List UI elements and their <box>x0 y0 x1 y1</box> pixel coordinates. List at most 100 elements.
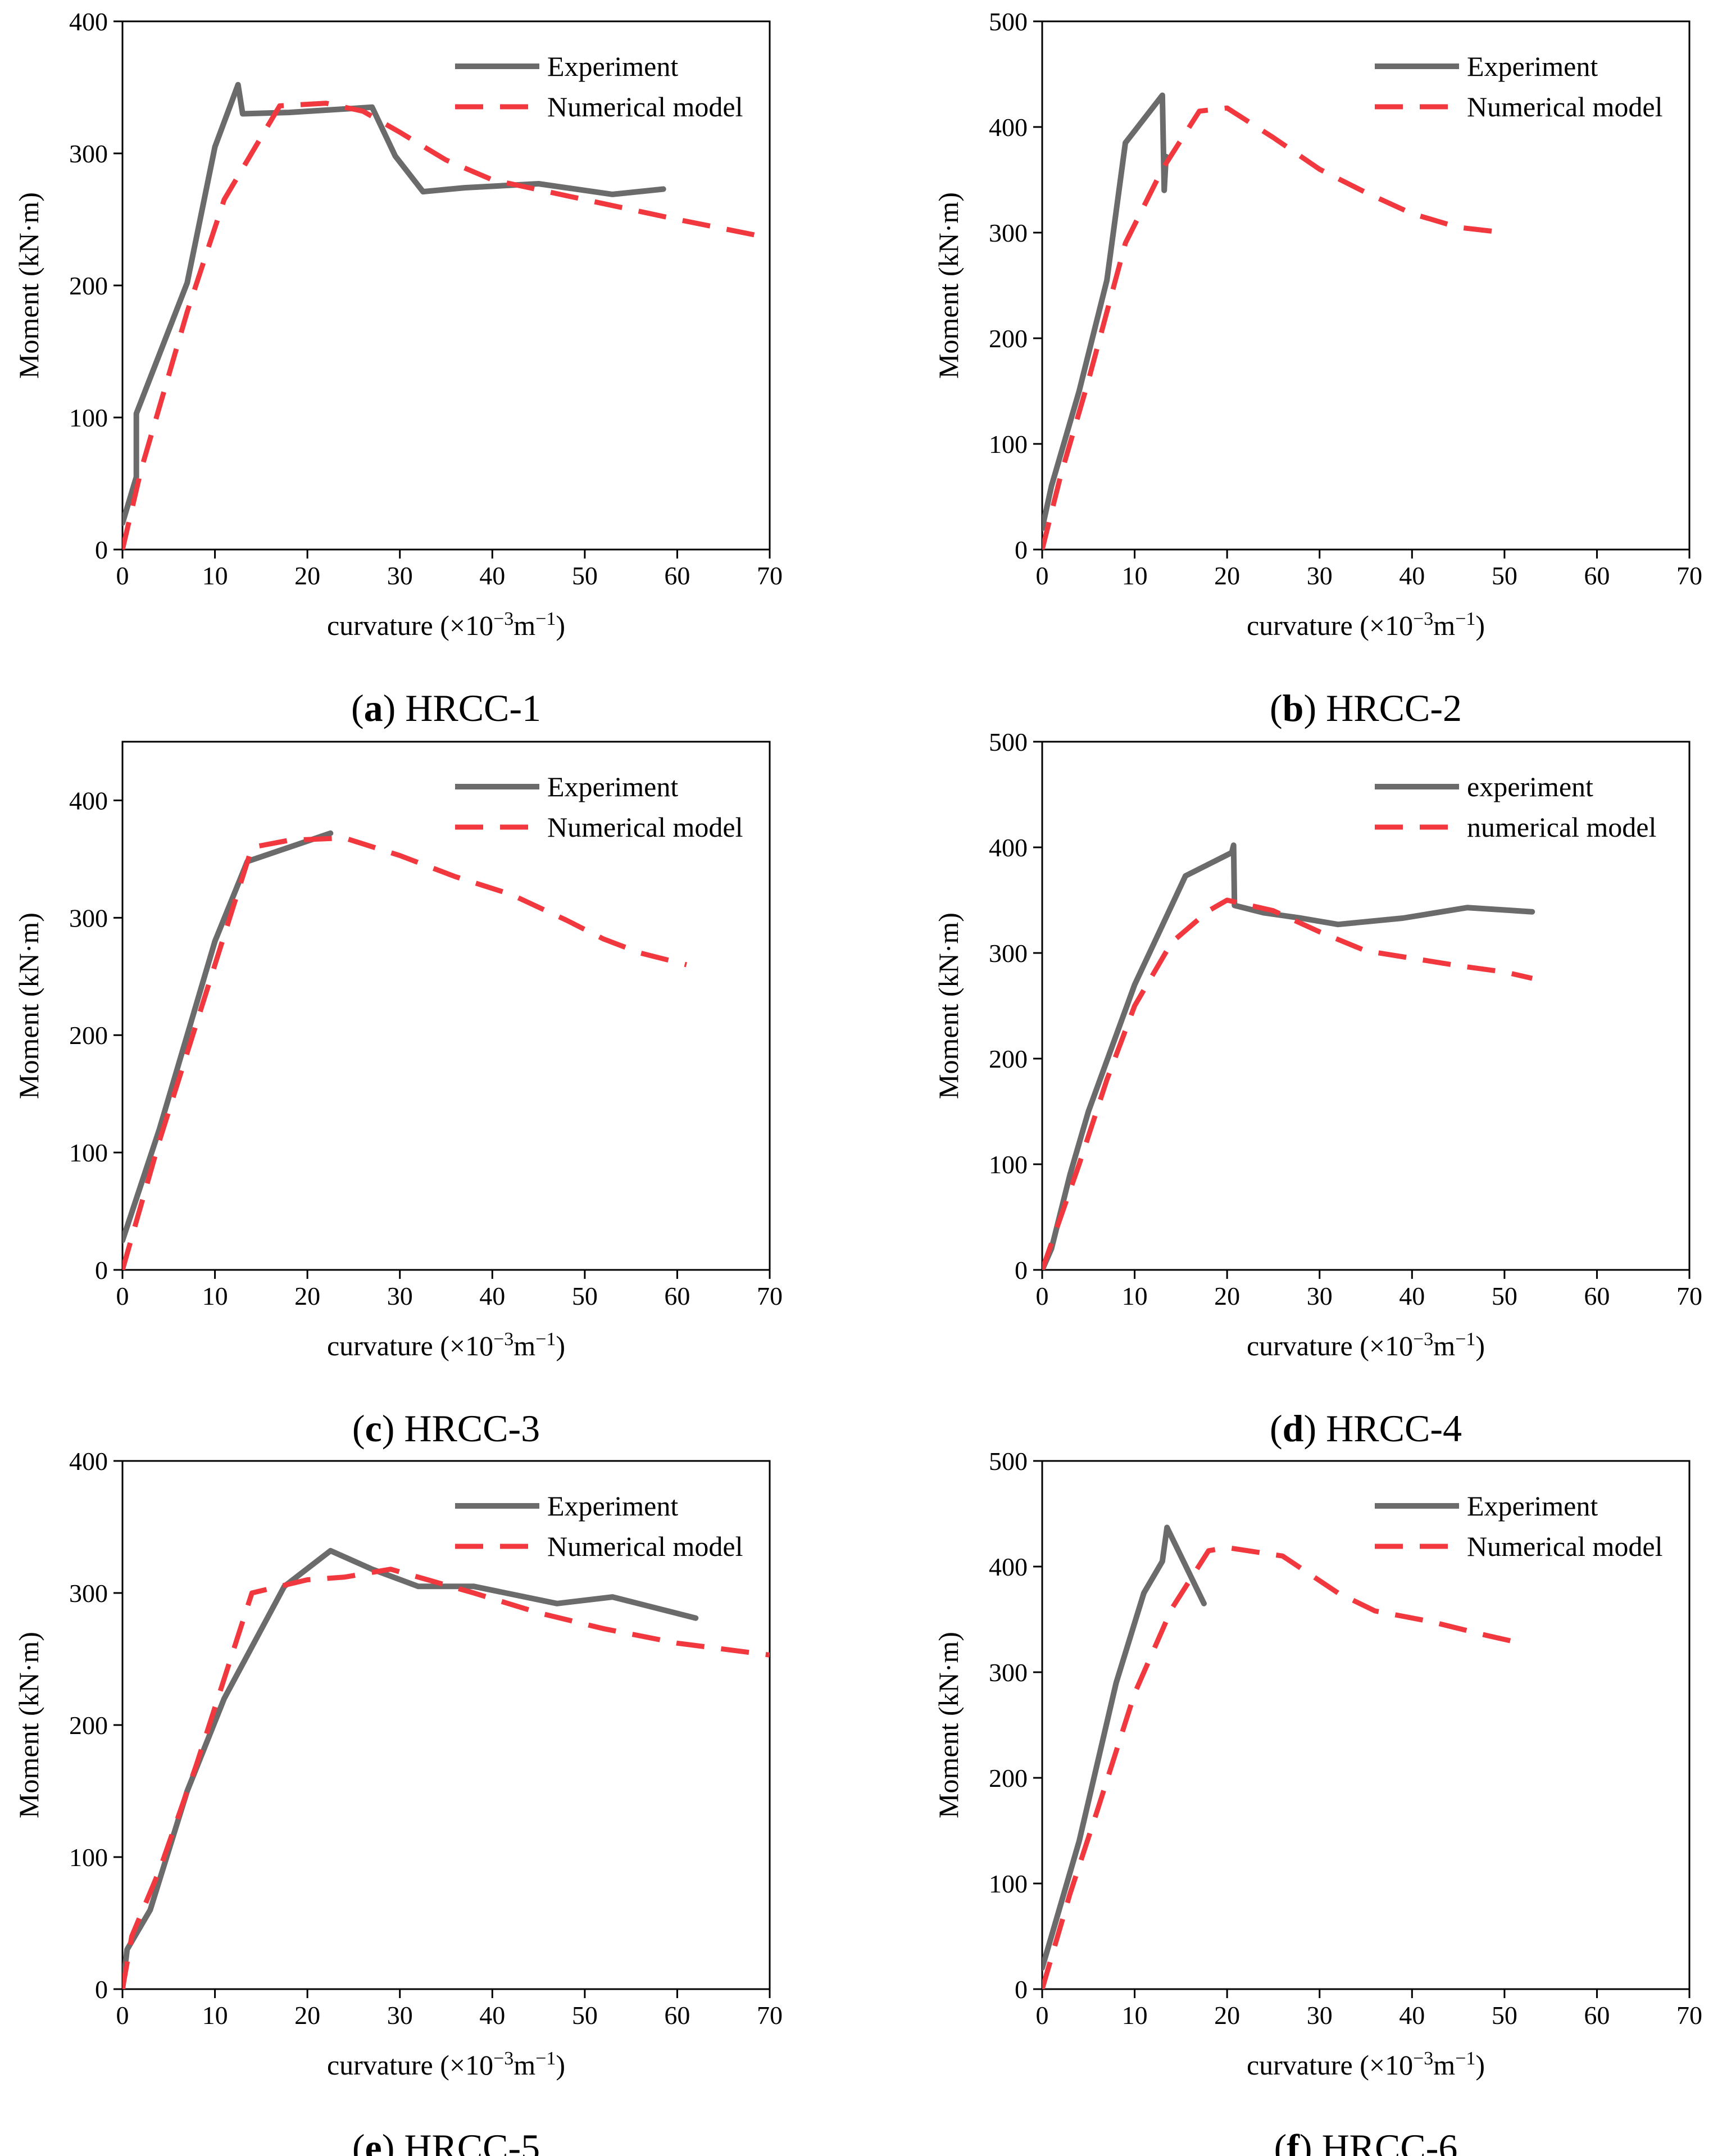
y-tick-label: 400 <box>69 786 108 815</box>
x-tick-label: 20 <box>1214 1282 1240 1310</box>
x-tick-label: 20 <box>294 2001 320 2030</box>
x-tick-label: 20 <box>294 1282 320 1310</box>
x-axis-label: curvature (×10−3m−1) <box>1247 609 1485 642</box>
x-tick-label: 70 <box>1676 2001 1702 2030</box>
series-group <box>1042 1524 1524 1989</box>
y-tick-label: 200 <box>989 324 1028 353</box>
y-tick-label: 300 <box>69 904 108 932</box>
x-tick-label: 10 <box>202 561 228 590</box>
y-tick-label: 300 <box>989 1658 1028 1687</box>
legend-label-experiment: Experiment <box>1467 1490 1598 1522</box>
x-tick-label: 10 <box>1122 561 1148 590</box>
x-tick-label: 20 <box>1214 561 1240 590</box>
series-line-experiment <box>1042 842 1535 1270</box>
x-tick-label: 60 <box>1584 1282 1610 1310</box>
x-tick-label: 10 <box>1122 2001 1148 2030</box>
x-tick-label: 60 <box>664 561 690 590</box>
legend-label-experiment: Experiment <box>547 51 678 82</box>
series-line-numerical-model <box>122 1567 770 1989</box>
y-tick-label: 100 <box>989 1150 1028 1179</box>
y-tick-label: 400 <box>989 833 1028 862</box>
y-tick-label: 0 <box>1015 1256 1028 1284</box>
x-tick-label: 70 <box>757 561 783 590</box>
y-tick-label: 200 <box>989 1764 1028 1792</box>
x-tick-label: 60 <box>664 1282 690 1310</box>
chart-panel-f: 0 10 20 30 40 50 60 70 0 100 200 300 400 500 curvature… <box>933 1447 1702 2156</box>
series-line-numerical-model <box>122 101 770 550</box>
series-line-numerical-model <box>1042 1545 1524 1989</box>
x-tick-label: 50 <box>572 2001 598 2030</box>
x-tick-label: 50 <box>1492 1282 1517 1310</box>
legend-label-numerical-model: Numerical model <box>1467 91 1663 122</box>
chart-panel-b: 0 10 20 30 40 50 60 70 0 100 200 300 400 500 curvature… <box>933 7 1702 729</box>
x-tick-label: 10 <box>1122 1282 1148 1310</box>
y-axis-label: Moment (kN·m) <box>13 192 44 379</box>
series-group <box>122 81 770 550</box>
y-tick-label: 300 <box>69 1579 108 1608</box>
x-tick-label: 20 <box>1214 2001 1240 2030</box>
x-tick-label: 30 <box>1307 1282 1333 1310</box>
y-tick-label: 400 <box>69 1447 108 1476</box>
x-axis-label: curvature (×10−3m−1) <box>1247 2048 1485 2081</box>
x-tick-label: 40 <box>479 1282 505 1310</box>
x-tick-label: 0 <box>116 2001 129 2030</box>
x-tick-label: 40 <box>479 2001 505 2030</box>
x-axis-label: curvature (×10−3m−1) <box>327 2048 565 2081</box>
x-tick-label: 50 <box>1492 561 1517 590</box>
y-tick-label: 100 <box>989 1869 1028 1898</box>
y-axis-label: Moment (kN·m) <box>13 913 44 1099</box>
panel-caption: (c) HRCC-3 <box>352 1407 540 1450</box>
y-tick-label: 0 <box>1015 1975 1028 2004</box>
x-tick-label: 40 <box>479 561 505 590</box>
x-axis-label: curvature (×10−3m−1) <box>1247 1329 1485 1362</box>
x-tick-label: 50 <box>572 1282 598 1310</box>
x-tick-label: 60 <box>1584 2001 1610 2030</box>
legend-label-experiment: Experiment <box>547 1490 678 1522</box>
x-tick-label: 0 <box>116 561 129 590</box>
x-tick-label: 0 <box>1036 561 1049 590</box>
x-tick-label: 30 <box>387 1282 413 1310</box>
y-tick-label: 200 <box>69 1021 108 1050</box>
series-line-experiment <box>122 830 334 1243</box>
y-tick-label: 0 <box>95 1975 108 2004</box>
y-axis-label: Moment (kN·m) <box>13 1632 44 1818</box>
chart-panel-c: 0 10 20 30 40 50 60 70 0 100 200 300 400 curvature (×… <box>13 741 783 1450</box>
x-tick-label: 70 <box>1676 561 1702 590</box>
series-line-numerical-model <box>122 835 688 1270</box>
y-tick-label: 400 <box>989 1553 1028 1581</box>
series-line-experiment <box>122 81 666 526</box>
panel-caption: (b) HRCC-2 <box>1270 687 1462 729</box>
x-tick-label: 70 <box>757 2001 783 2030</box>
y-tick-label: 300 <box>989 939 1028 968</box>
y-axis-label: Moment (kN·m) <box>933 913 964 1099</box>
x-tick-label: 0 <box>116 1282 129 1310</box>
series-group <box>122 830 688 1270</box>
series-line-numerical-model <box>1042 105 1505 550</box>
x-tick-label: 0 <box>1036 1282 1049 1310</box>
series-group <box>122 1547 770 1989</box>
x-tick-label: 50 <box>572 561 598 590</box>
x-tick-label: 40 <box>1399 2001 1425 2030</box>
series-line-experiment <box>1042 92 1169 532</box>
y-tick-label: 200 <box>989 1045 1028 1073</box>
y-tick-label: 100 <box>989 430 1028 459</box>
x-tick-label: 50 <box>1492 2001 1517 2030</box>
series-line-experiment <box>1042 1524 1207 1971</box>
series-line-experiment <box>122 1547 699 1989</box>
x-tick-label: 10 <box>202 1282 228 1310</box>
x-tick-label: 60 <box>664 2001 690 2030</box>
x-tick-label: 40 <box>1399 1282 1425 1310</box>
x-tick-label: 40 <box>1399 561 1425 590</box>
y-tick-label: 0 <box>95 535 108 564</box>
legend-label-numerical-model: Numerical model <box>547 811 743 843</box>
panel-caption: (e) HRCC-5 <box>352 2126 540 2156</box>
legend-label-experiment: experiment <box>1467 771 1593 802</box>
chart-panel-a: 0 10 20 30 40 50 60 70 0 100 200 300 400 curvature (×… <box>13 7 783 729</box>
legend-label-experiment: Experiment <box>547 771 678 802</box>
y-tick-label: 300 <box>69 139 108 168</box>
panel-caption: (a) HRCC-1 <box>351 687 541 729</box>
y-tick-label: 100 <box>69 1138 108 1167</box>
x-tick-label: 70 <box>1676 1282 1702 1310</box>
panel-caption: (d) HRCC-4 <box>1270 1407 1462 1450</box>
